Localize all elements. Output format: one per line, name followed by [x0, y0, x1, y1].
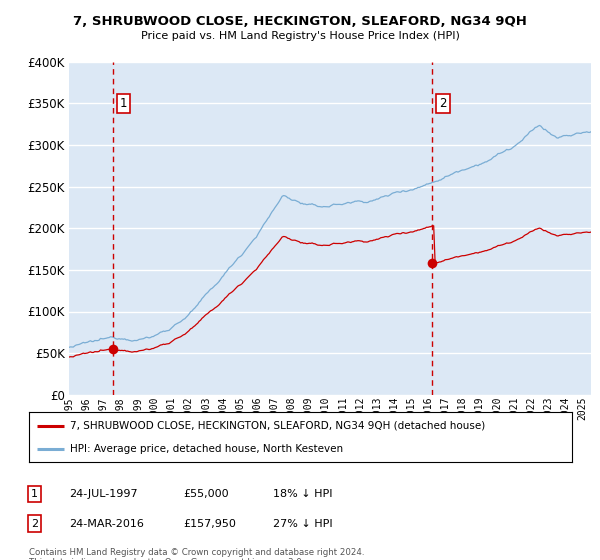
Text: 7, SHRUBWOOD CLOSE, HECKINGTON, SLEAFORD, NG34 9QH (detached house): 7, SHRUBWOOD CLOSE, HECKINGTON, SLEAFORD…: [70, 421, 485, 431]
Text: Price paid vs. HM Land Registry's House Price Index (HPI): Price paid vs. HM Land Registry's House …: [140, 31, 460, 41]
Text: £55,000: £55,000: [183, 489, 229, 499]
Text: 1: 1: [119, 96, 127, 110]
Text: 2: 2: [31, 519, 38, 529]
Text: Contains HM Land Registry data © Crown copyright and database right 2024.
This d: Contains HM Land Registry data © Crown c…: [29, 548, 364, 560]
Text: 2: 2: [439, 96, 446, 110]
Text: 27% ↓ HPI: 27% ↓ HPI: [273, 519, 332, 529]
Text: £157,950: £157,950: [183, 519, 236, 529]
Text: HPI: Average price, detached house, North Kesteven: HPI: Average price, detached house, Nort…: [70, 445, 343, 454]
Text: 18% ↓ HPI: 18% ↓ HPI: [273, 489, 332, 499]
Text: 24-JUL-1997: 24-JUL-1997: [69, 489, 137, 499]
Text: 24-MAR-2016: 24-MAR-2016: [69, 519, 144, 529]
Text: 1: 1: [31, 489, 38, 499]
Text: 7, SHRUBWOOD CLOSE, HECKINGTON, SLEAFORD, NG34 9QH: 7, SHRUBWOOD CLOSE, HECKINGTON, SLEAFORD…: [73, 15, 527, 27]
